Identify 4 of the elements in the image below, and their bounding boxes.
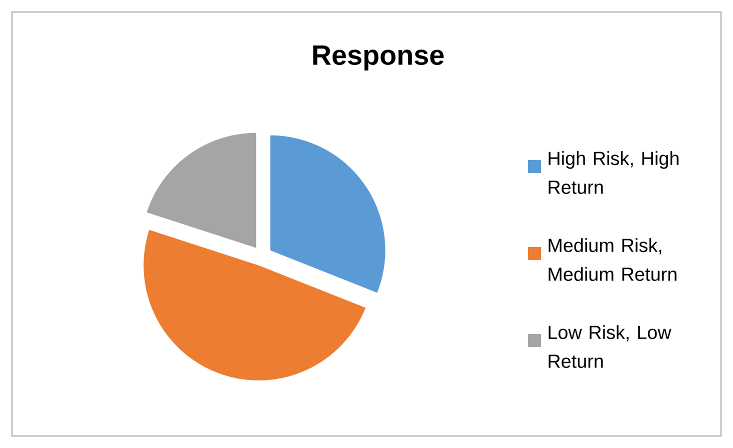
- legend-label: Low Risk, Low Return: [548, 325, 672, 368]
- legend-label: Medium Risk, Medium Return: [548, 238, 676, 281]
- legend-label: High Risk, High Return: [548, 151, 678, 194]
- chart-title: Response: [313, 46, 444, 70]
